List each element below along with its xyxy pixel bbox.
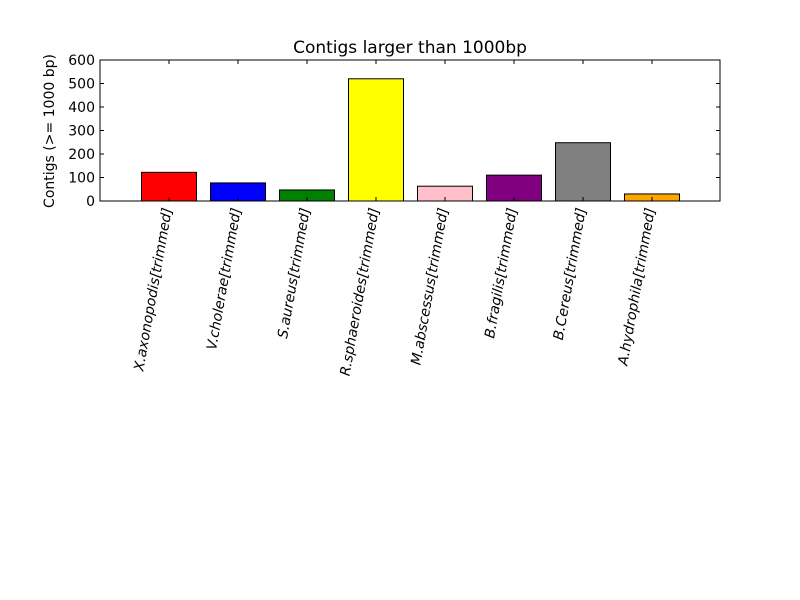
bar-0 <box>141 171 197 202</box>
y-axis-label: Contigs (>= 1000 bp) <box>42 54 58 208</box>
y-tick-label-1: 100 <box>68 171 95 187</box>
bar-6 <box>555 142 611 202</box>
bar-5 <box>486 174 542 202</box>
x-tick-label-7: A.hydrophila[trimmed] <box>615 207 659 368</box>
x-tick-label-5: B.fragilis[trimmed] <box>482 207 521 340</box>
y-tick-label-3: 300 <box>68 124 95 140</box>
bar-3 <box>348 78 404 202</box>
plot-frame <box>99 59 721 202</box>
x-tick-label-6: B.Cereus[trimmed] <box>551 207 590 342</box>
x-tick-label-0: X.axonopodis[trimmed] <box>131 207 176 374</box>
x-tick-label-4: M.abscessus[trimmed] <box>408 207 451 367</box>
y-tick-label-0: 0 <box>86 194 95 210</box>
y-tick-label-4: 400 <box>68 100 95 116</box>
x-tick-label-1: V.cholerae[trimmed] <box>204 207 245 351</box>
chart-title: Contigs larger than 1000bp <box>293 38 527 58</box>
y-tick-label-2: 200 <box>68 147 95 163</box>
y-tick-label-5: 500 <box>68 77 95 93</box>
y-tick-label-6: 600 <box>68 53 95 69</box>
y-ticks-layer: 0 100 200 300 400 500 600 <box>68 53 720 210</box>
x-tick-label-3: R.sphaeroides[trimmed] <box>338 207 383 377</box>
bars-layer <box>141 78 680 202</box>
x-tick-label-2: S.aureus[trimmed] <box>275 207 314 340</box>
